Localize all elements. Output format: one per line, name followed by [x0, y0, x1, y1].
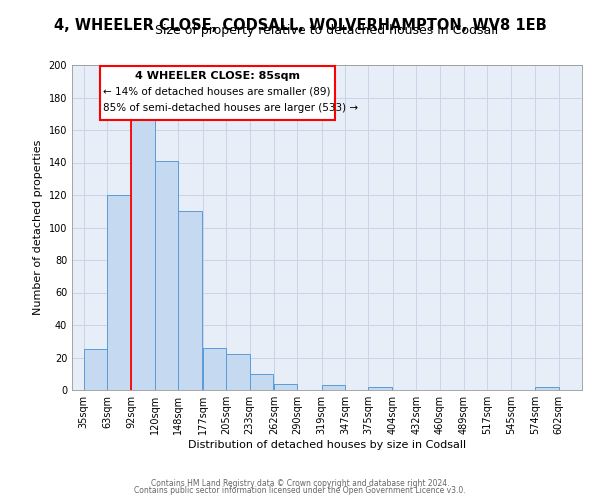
Text: 4, WHEELER CLOSE, CODSALL, WOLVERHAMPTON, WV8 1EB: 4, WHEELER CLOSE, CODSALL, WOLVERHAMPTON… — [53, 18, 547, 32]
Bar — [226, 354, 250, 390]
Bar — [131, 118, 155, 390]
Text: ← 14% of detached houses are smaller (89): ← 14% of detached houses are smaller (89… — [103, 87, 331, 97]
Bar — [107, 195, 131, 390]
Bar — [368, 387, 392, 390]
Bar — [84, 350, 107, 390]
Text: Contains public sector information licensed under the Open Government Licence v3: Contains public sector information licen… — [134, 486, 466, 495]
Bar — [178, 211, 202, 390]
Bar — [250, 374, 273, 390]
Bar — [100, 66, 335, 120]
Bar — [322, 385, 345, 390]
Bar — [155, 161, 178, 390]
Bar — [203, 348, 226, 390]
Bar — [535, 387, 559, 390]
Text: 4 WHEELER CLOSE: 85sqm: 4 WHEELER CLOSE: 85sqm — [135, 70, 300, 81]
Title: Size of property relative to detached houses in Codsall: Size of property relative to detached ho… — [155, 24, 499, 38]
Bar — [274, 384, 297, 390]
Text: Contains HM Land Registry data © Crown copyright and database right 2024.: Contains HM Land Registry data © Crown c… — [151, 478, 449, 488]
X-axis label: Distribution of detached houses by size in Codsall: Distribution of detached houses by size … — [188, 440, 466, 450]
Y-axis label: Number of detached properties: Number of detached properties — [33, 140, 43, 315]
Text: 85% of semi-detached houses are larger (533) →: 85% of semi-detached houses are larger (… — [103, 103, 358, 113]
